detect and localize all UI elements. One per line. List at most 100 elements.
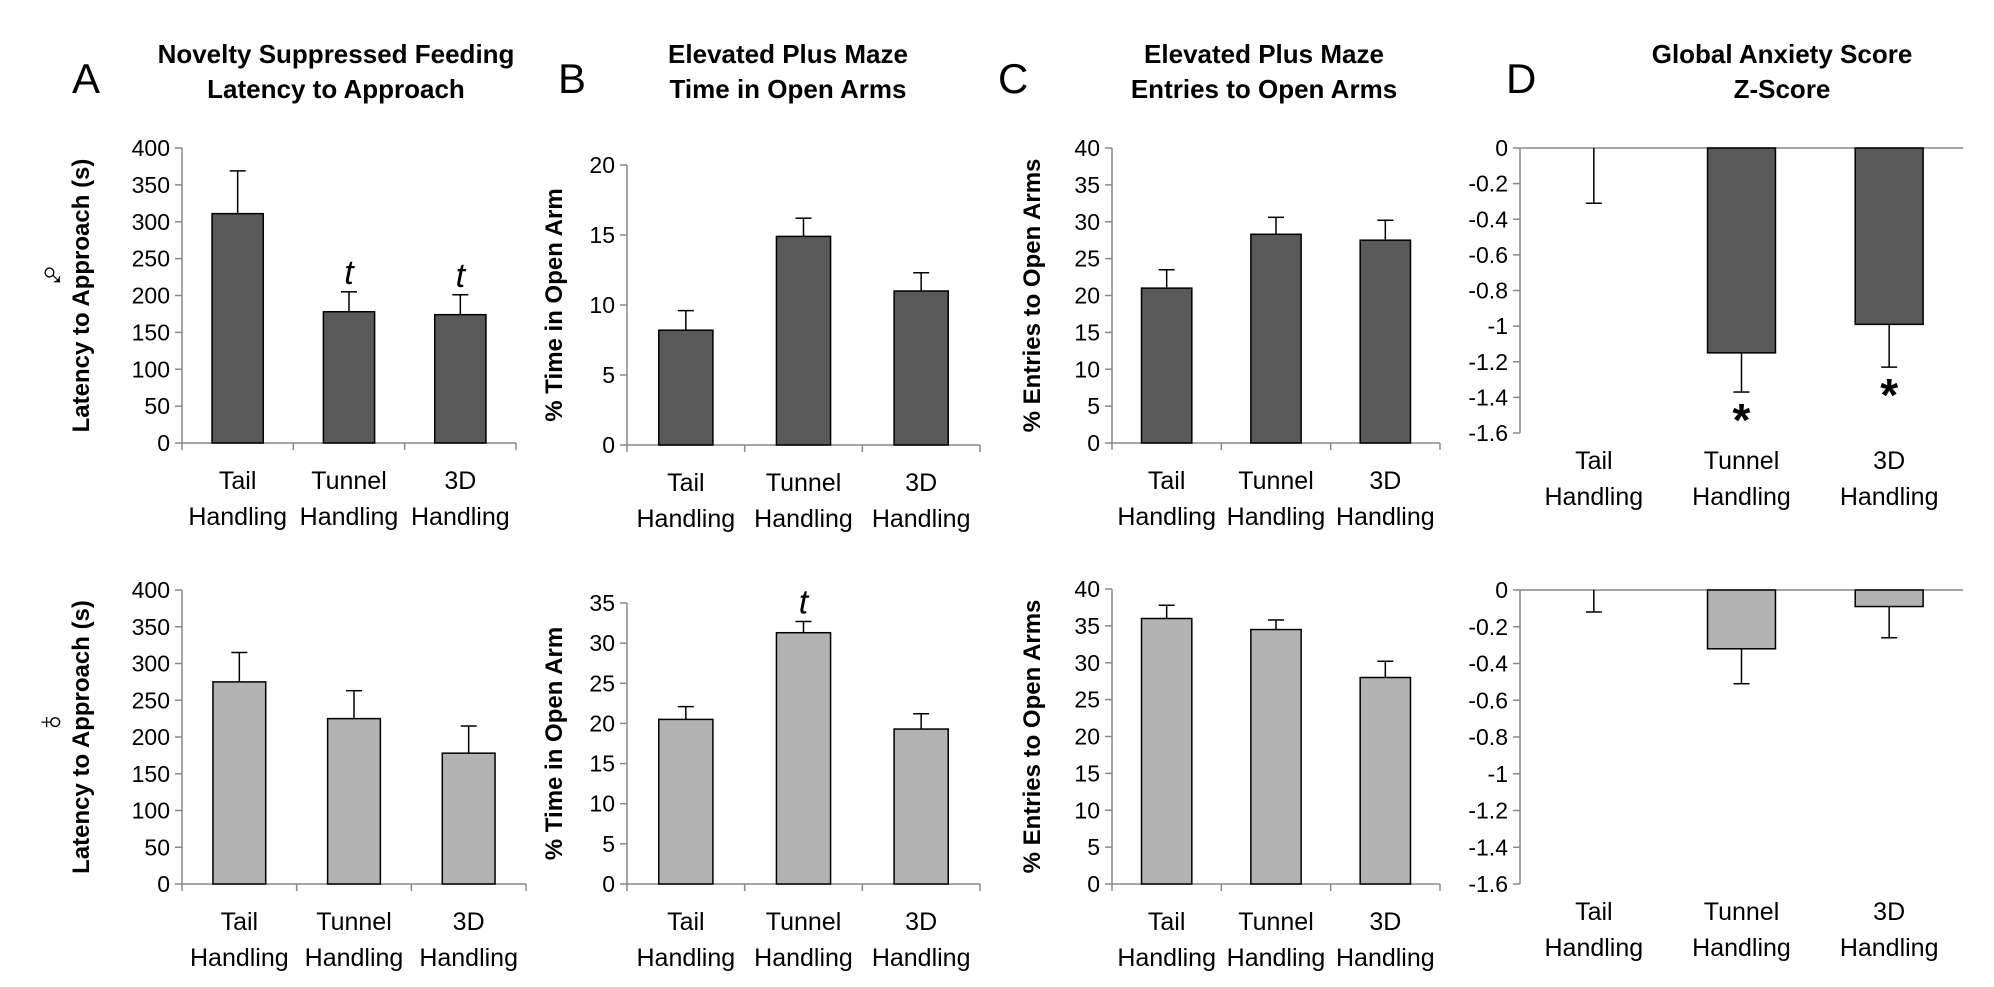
panel-d-title-line2: Z-Score: [1734, 74, 1831, 104]
c-male-category-label: 3D: [1369, 467, 1401, 495]
a-male-category-label: Handling: [300, 503, 399, 531]
d-female-y-tick-label: -0.2: [1468, 614, 1508, 640]
a-male-trend-mark: t: [344, 254, 355, 292]
d-male-y-tick-label: -0.8: [1468, 278, 1508, 304]
c-female-y-axis-title: % Entries to Open Arms: [1019, 600, 1046, 874]
d-female-y-tick-label: -1.4: [1468, 834, 1508, 860]
d-male-category-label: Handling: [1840, 483, 1939, 511]
d-male-y-tick-label: -1.2: [1468, 349, 1508, 375]
d-male-y-tick-label: -0.4: [1468, 206, 1508, 232]
a-female-category-label: Tail: [221, 908, 259, 936]
a-female-y-tick-label: 0: [157, 871, 170, 897]
c-female-category-label: Tunnel: [1238, 908, 1314, 936]
d-male-y-tick-label: -0.2: [1468, 171, 1508, 197]
c-female-y-tick-label: 25: [1074, 687, 1100, 713]
d-female-category-label: Handling: [1692, 934, 1791, 962]
c-female-y-tick-label: 30: [1074, 650, 1100, 676]
b-female-category-label: 3D: [905, 908, 937, 936]
d-male-category-label: Handling: [1544, 483, 1643, 511]
c-male-bar: [1250, 233, 1302, 444]
panel-d-title-line1: Global Anxiety Score: [1652, 39, 1913, 69]
panel-letter-c: C: [998, 55, 1028, 102]
c-male-y-tick-label: 30: [1074, 209, 1100, 235]
d-female-y-tick-label: -0.8: [1468, 724, 1508, 750]
a-male-y-tick-label: 150: [132, 319, 170, 345]
c-male-y-tick-label: 0: [1087, 430, 1100, 456]
b-male-category-label: Tail: [667, 469, 705, 497]
a-female-y-axis-title: Latency to Approach (s): [68, 600, 95, 874]
c-female-y-tick-label: 10: [1074, 797, 1100, 823]
a-female-category-label: Handling: [305, 944, 404, 972]
a-male-bar: [211, 212, 265, 444]
d-male-significance-mark: *: [1733, 394, 1751, 446]
panel-b-title-line2: Time in Open Arms: [670, 74, 907, 104]
panel-letter-d: D: [1506, 55, 1536, 102]
b-female-trend-mark: t: [799, 583, 810, 621]
a-male-y-tick-label: 100: [132, 356, 170, 382]
a-male-category-label: Handling: [188, 503, 287, 531]
panel-b-title-line1: Elevated Plus Maze: [668, 39, 908, 69]
d-female-category-label: Tail: [1575, 898, 1613, 926]
b-female-y-axis-title: % Time in Open Arm: [541, 627, 568, 860]
panel-c-title-line1: Elevated Plus Maze: [1144, 39, 1384, 69]
a-male-y-axis-title: Latency to Approach (s): [68, 159, 95, 433]
a-female-bar: [326, 717, 382, 885]
d-female-y-tick-label: -0.4: [1468, 651, 1508, 677]
b-female-category-label: Handling: [872, 944, 971, 972]
c-female-category-label: Handling: [1227, 944, 1326, 972]
a-female-y-tick-label: 250: [132, 687, 170, 713]
c-male-bar: [1140, 287, 1193, 444]
c-female-y-tick-label: 0: [1087, 871, 1100, 897]
c-male-category-label: Tail: [1148, 467, 1186, 495]
b-male-category-label: Tunnel: [766, 469, 842, 497]
c-male-y-tick-label: 10: [1074, 356, 1100, 382]
c-female-bar: [1359, 676, 1412, 885]
b-female-y-tick-label: 10: [589, 791, 615, 817]
a-male-y-tick-label: 400: [132, 135, 170, 161]
a-male-y-tick-label: 50: [144, 393, 170, 419]
a-male-y-tick-label: 350: [132, 172, 170, 198]
c-female-category-label: Tail: [1148, 908, 1186, 936]
b-female-y-tick-label: 25: [589, 670, 615, 696]
b-female-y-tick-label: 0: [602, 871, 615, 897]
b-female-category-label: Tail: [667, 908, 705, 936]
c-male-y-axis-title: % Entries to Open Arms: [1019, 159, 1046, 433]
a-male-y-tick-label: 300: [132, 209, 170, 235]
d-female-y-tick-label: 0: [1495, 577, 1508, 603]
a-male-category-label: Tail: [219, 467, 257, 495]
c-male-y-tick-label: 20: [1074, 283, 1100, 309]
c-female-y-tick-label: 35: [1074, 613, 1100, 639]
c-female-category-label: 3D: [1369, 908, 1401, 936]
d-male-y-tick-label: -1: [1488, 313, 1508, 339]
a-male-y-tick-label: 200: [132, 283, 170, 309]
d-male-significance-mark: *: [1880, 369, 1898, 421]
c-female-y-tick-label: 15: [1074, 760, 1100, 786]
b-female-bar: [893, 728, 949, 885]
b-male-category-label: 3D: [905, 469, 937, 497]
b-male-bar: [775, 235, 832, 446]
d-female-category-label: Handling: [1544, 934, 1643, 962]
d-female-y-tick-label: -0.6: [1468, 687, 1508, 713]
b-female-bar: [775, 631, 832, 885]
d-male-y-tick-label: 0: [1495, 135, 1508, 161]
panel-a-title-line2: Latency to Approach: [207, 74, 465, 104]
b-male-category-label: Handling: [872, 505, 971, 533]
d-male-category-label: Tail: [1575, 447, 1613, 475]
a-female-y-tick-label: 150: [132, 761, 170, 787]
b-male-y-tick-label: 15: [589, 222, 615, 248]
panel-a-title-line1: Novelty Suppressed Feeding: [158, 39, 515, 69]
a-male-category-label: Handling: [411, 503, 510, 531]
d-female-category-label: Handling: [1840, 934, 1939, 962]
d-female-category-label: 3D: [1873, 898, 1905, 926]
a-male-trend-mark: t: [456, 257, 467, 295]
d-male-category-label: Handling: [1692, 483, 1791, 511]
d-female-y-tick-label: -1.2: [1468, 798, 1508, 824]
a-female-bar: [441, 752, 496, 885]
a-female-category-label: Handling: [190, 944, 289, 972]
c-female-category-label: Handling: [1117, 944, 1216, 972]
b-male-bar: [893, 290, 949, 446]
c-male-category-label: Tunnel: [1238, 467, 1314, 495]
d-male-y-tick-label: -0.6: [1468, 242, 1508, 268]
b-male-y-tick-label: 0: [602, 432, 615, 458]
